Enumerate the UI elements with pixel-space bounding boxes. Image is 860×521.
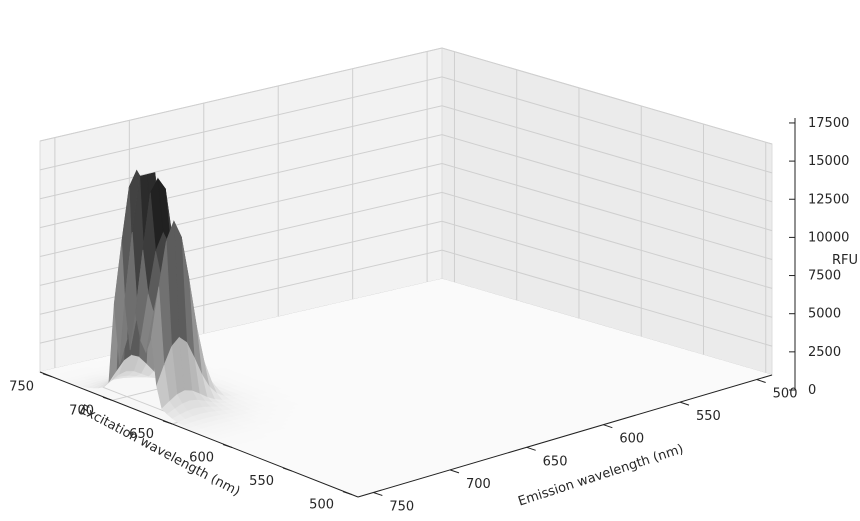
y-tick-label: 500 [773,387,798,402]
y-tick-mark [603,424,613,429]
y-axis-label: Emission wavelength (nm) [516,442,685,510]
z-tick-label: 10000 [808,230,849,245]
x-tick-label: 750 [9,380,34,395]
y-tick-mark [526,446,536,451]
z-gridline [39,76,773,174]
y-tick-label: 600 [619,432,644,447]
z-tick-label: 17500 [808,116,849,131]
z-gridline [39,105,773,203]
z-tick-label: 0 [808,383,816,398]
y-tick-mark [373,492,383,496]
y-tick-mark [679,401,690,406]
z-tick-label: 12500 [808,192,849,207]
z-tick-label: 15000 [808,154,849,169]
z-gridline [39,134,773,232]
x-tick-label: 550 [249,474,274,489]
z-gridline [39,47,773,145]
y-tick-label: 650 [543,454,568,469]
z-tick-label: 2500 [808,345,841,360]
x-tick-label: 500 [309,498,334,513]
y-tick-label: 700 [466,477,491,492]
z-tick-label: 7500 [808,269,841,284]
z-axis-label: RFU [832,253,858,268]
z-tick-label: 5000 [808,307,841,322]
y-tick-label: 750 [389,499,414,514]
surface-mesh [38,169,774,498]
y-tick-label: 550 [696,409,721,424]
y-tick-mark [756,379,766,383]
y-tick-mark [449,469,460,474]
